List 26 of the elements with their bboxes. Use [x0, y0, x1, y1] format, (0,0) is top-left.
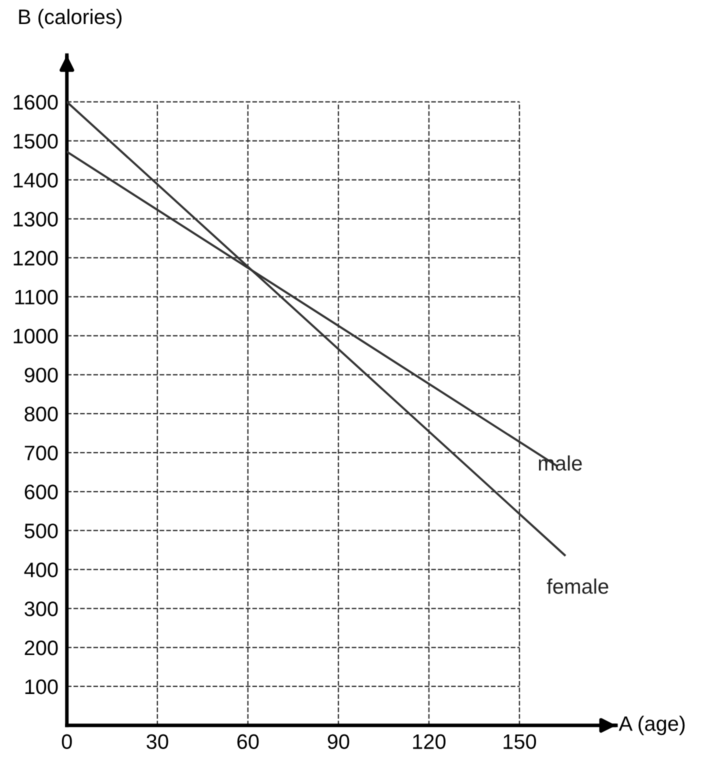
x-tick-label: 120 [413, 734, 446, 750]
x-tick-label: 150 [504, 734, 536, 750]
y-tick-label: 200 [24, 640, 58, 656]
x-tick-label: 90 [328, 734, 350, 750]
x-tick-label: 60 [237, 734, 259, 750]
y-tick-label: 1500 [14, 134, 58, 149]
y-tick-label: 1200 [14, 250, 58, 266]
y-tick-label: 1300 [14, 212, 58, 227]
y-tick-label: 300 [24, 602, 58, 616]
y-tick-label: 1000 [14, 328, 58, 344]
y-tick-label: 900 [24, 368, 58, 382]
y-tick-label: 700 [24, 446, 58, 460]
y-tick-label: 100 [25, 679, 58, 694]
x-axis-title: A (age) [618, 716, 685, 736]
y-tick-label: 800 [24, 406, 58, 422]
y-tick-label: 500 [24, 524, 58, 538]
y-tick-label: 1600 [14, 94, 58, 110]
y-tick-label: 600 [24, 484, 58, 500]
series-label: female [546, 578, 608, 594]
y-tick-label: 400 [24, 562, 58, 578]
series-label: male [538, 455, 582, 471]
y-tick-label: 1100 [15, 290, 58, 305]
y-tick-label: 1400 [14, 172, 58, 188]
y-axis-title: B (calories) [19, 8, 122, 28]
x-tick-label: 30 [146, 734, 168, 750]
x-tick-label: 0 [62, 734, 72, 750]
